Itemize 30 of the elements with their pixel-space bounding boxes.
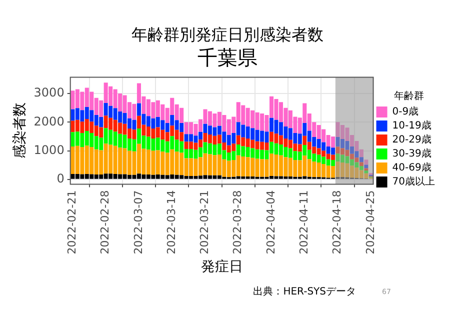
legend-label: 10-19歳 <box>392 120 432 132</box>
y-tick-label: 2000 <box>34 114 64 128</box>
legend-label: 30-39歳 <box>392 148 432 160</box>
bar <box>364 170 368 174</box>
x-axis-title: 発症日 <box>200 259 243 276</box>
x-tick-label: 2022-04-18 <box>330 190 344 254</box>
x-tick-label: 2022-04-11 <box>298 190 310 254</box>
legend-label: 0-9歳 <box>392 106 419 118</box>
y-tick-label: 3000 <box>34 86 64 100</box>
x-tick-label: 2022-03-07 <box>132 190 145 254</box>
y-tick-label: 1000 <box>34 142 64 157</box>
y-axis-title: 感染者数 <box>12 102 28 159</box>
bar <box>364 168 368 171</box>
chart-title: 年齢群別発症日別感染者数 <box>132 24 324 44</box>
bar <box>359 162 364 166</box>
legend-label: 20-29歳 <box>392 134 432 146</box>
y-tick-label: 0 <box>56 172 64 186</box>
source-note: 出典：HER-SYSデータ <box>253 286 356 298</box>
chart-subtitle: 千葉県 <box>198 45 258 70</box>
x-tick-label: 2022-04-04 <box>264 190 278 254</box>
bar <box>364 160 368 165</box>
x-tick-label: 2022-03-21 <box>198 190 212 254</box>
x-tick-label: 2022-04-25 <box>364 190 377 254</box>
x-tick-label: 2022-03-14 <box>164 190 178 254</box>
x-tick-label: 2022-02-21 <box>66 190 79 254</box>
x-tick-label: 2022-02-28 <box>98 190 112 254</box>
x-tick-label: 2022-03-28 <box>231 190 244 254</box>
legend-label: 40-69歳 <box>392 162 432 174</box>
legend-title: 年齢群 <box>394 90 424 102</box>
legend-label: 70歳以上 <box>392 176 436 188</box>
